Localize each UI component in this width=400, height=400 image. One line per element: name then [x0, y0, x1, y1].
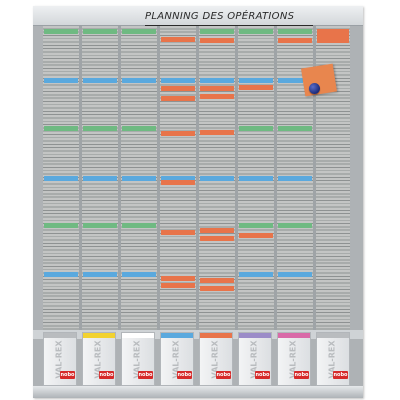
column-separator	[196, 26, 199, 332]
column-separator	[313, 26, 316, 332]
t-card-blue[interactable]	[278, 78, 303, 83]
t-card-green[interactable]	[200, 29, 234, 34]
box-color-band	[239, 333, 271, 338]
column-separator	[235, 26, 238, 332]
t-card-orange[interactable]	[200, 94, 234, 99]
t-card-blue[interactable]	[278, 176, 312, 181]
t-card-orange[interactable]	[278, 38, 312, 43]
board-header: PLANNING DES OPÉRATIONS	[33, 6, 363, 26]
t-card-green[interactable]	[83, 126, 117, 131]
box-color-band	[122, 333, 154, 338]
t-card-blue[interactable]	[83, 272, 117, 277]
magnet-pin[interactable]	[309, 83, 320, 94]
box-color-band	[317, 333, 349, 338]
t-card-green[interactable]	[44, 223, 78, 228]
card-storage-box[interactable]: VAL-REX nobo	[43, 332, 77, 386]
t-card-green[interactable]	[122, 126, 156, 131]
nobo-logo: nobo	[255, 371, 270, 379]
t-card-orange[interactable]	[200, 278, 234, 283]
t-card-orange[interactable]	[161, 283, 195, 288]
t-card-orange[interactable]	[200, 286, 234, 291]
t-card-green[interactable]	[122, 223, 156, 228]
t-card-orange-large[interactable]	[317, 29, 349, 43]
t-card-green[interactable]	[122, 29, 156, 34]
t-card-orange[interactable]	[161, 86, 195, 91]
column-separator	[157, 26, 160, 332]
t-card-green[interactable]	[83, 223, 117, 228]
bottom-rail	[33, 386, 363, 398]
t-card-orange[interactable]	[239, 233, 273, 238]
t-card-orange[interactable]	[161, 131, 195, 136]
box-color-band	[278, 333, 310, 338]
column-separator	[118, 26, 121, 332]
nobo-logo: nobo	[99, 371, 114, 379]
t-card-blue[interactable]	[83, 78, 117, 83]
t-card-green[interactable]	[44, 29, 78, 34]
t-card-blue[interactable]	[200, 78, 234, 83]
t-card-green[interactable]	[239, 29, 273, 34]
card-storage-box[interactable]: VAL-REX nobo	[238, 332, 272, 386]
card-storage-box[interactable]: VAL-REX nobo	[82, 332, 116, 386]
box-color-band	[161, 333, 193, 338]
box-color-band	[83, 333, 115, 338]
t-card-orange[interactable]	[161, 180, 195, 185]
box-color-band	[200, 333, 232, 338]
column-separator	[274, 26, 277, 332]
card-storage-box[interactable]: VAL-REX nobo	[160, 332, 194, 386]
t-card-orange[interactable]	[200, 236, 234, 241]
t-card-orange[interactable]	[200, 38, 234, 43]
t-card-blue[interactable]	[278, 272, 312, 277]
nobo-logo: nobo	[177, 371, 192, 379]
t-card-green[interactable]	[239, 223, 273, 228]
t-card-blue[interactable]	[44, 272, 78, 277]
t-card-green[interactable]	[278, 126, 312, 131]
t-card-green[interactable]	[44, 126, 78, 131]
t-card-blue[interactable]	[83, 176, 117, 181]
column-separator	[79, 26, 82, 332]
board-title: PLANNING DES OPÉRATIONS	[145, 11, 295, 22]
box-color-band	[44, 333, 76, 338]
t-card-orange[interactable]	[161, 276, 195, 281]
nobo-logo: nobo	[333, 371, 348, 379]
t-card-orange[interactable]	[161, 230, 195, 235]
t-card-green[interactable]	[83, 29, 117, 34]
nobo-logo: nobo	[138, 371, 153, 379]
card-stand	[33, 330, 363, 339]
t-card-blue[interactable]	[44, 78, 78, 83]
t-card-green[interactable]	[278, 223, 312, 228]
card-storage-box[interactable]: VAL-REX nobo	[277, 332, 311, 386]
t-card-blue[interactable]	[161, 78, 195, 83]
nobo-logo: nobo	[216, 371, 231, 379]
card-storage-box[interactable]: VAL-REX nobo	[316, 332, 350, 386]
t-card-blue[interactable]	[44, 176, 78, 181]
t-card-orange[interactable]	[200, 130, 234, 135]
card-storage-box[interactable]: VAL-REX nobo	[199, 332, 233, 386]
t-card-blue[interactable]	[200, 176, 234, 181]
t-card-blue[interactable]	[122, 176, 156, 181]
t-card-blue[interactable]	[161, 176, 195, 181]
t-card-green[interactable]	[239, 126, 273, 131]
t-card-blue[interactable]	[122, 78, 156, 83]
t-card-blue[interactable]	[122, 272, 156, 277]
t-card-green[interactable]	[278, 29, 312, 34]
t-card-blue[interactable]	[239, 78, 273, 83]
title-underline	[145, 25, 313, 26]
t-card-orange[interactable]	[161, 96, 195, 101]
nobo-logo: nobo	[60, 371, 75, 379]
t-card-orange[interactable]	[161, 37, 195, 42]
t-card-blue[interactable]	[239, 272, 273, 277]
t-card-orange[interactable]	[200, 86, 234, 91]
t-card-orange[interactable]	[239, 85, 273, 90]
card-storage-box[interactable]: VAL-REX nobo	[121, 332, 155, 386]
t-card-orange[interactable]	[200, 228, 234, 233]
t-card-blue[interactable]	[239, 176, 273, 181]
nobo-logo: nobo	[294, 371, 309, 379]
